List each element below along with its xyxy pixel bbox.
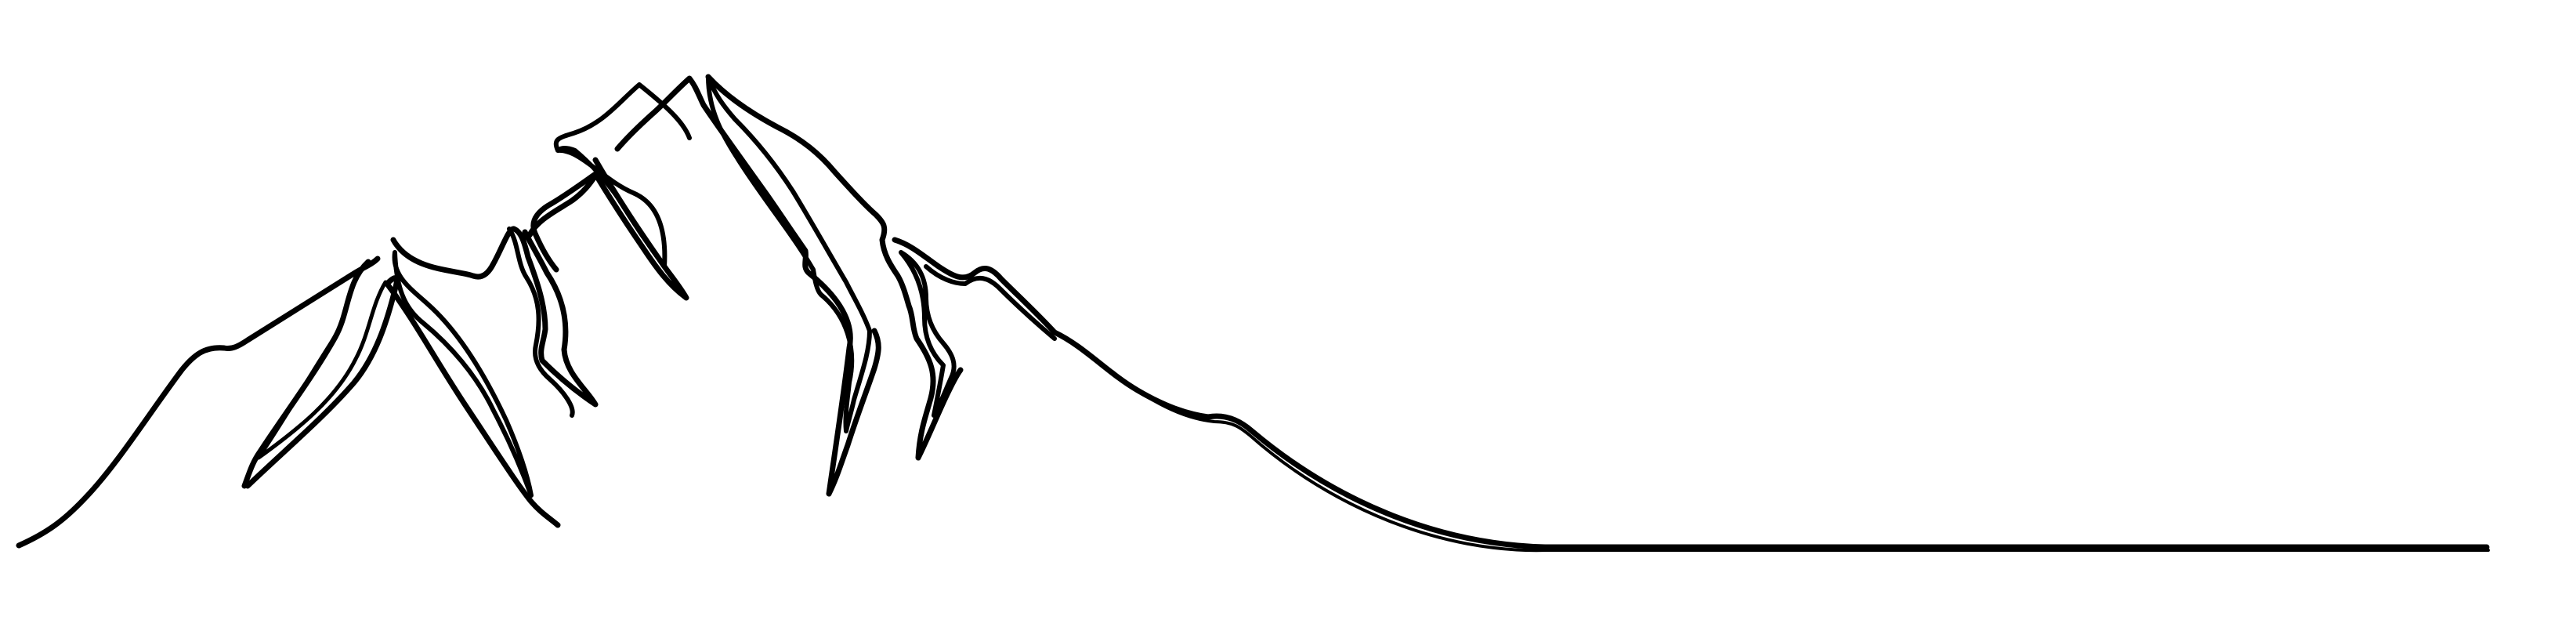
left-peak-inner-line — [256, 272, 388, 460]
central-summit-cap — [705, 74, 964, 461]
central-summit-inner-face — [706, 74, 872, 433]
right-peak-inner-face — [899, 250, 1057, 418]
second-peak-left-slope — [384, 281, 561, 528]
left-foothill-outline — [16, 256, 381, 549]
central-high-summit — [614, 75, 881, 497]
central-left-shoulder — [526, 172, 599, 238]
second-peak-left-spur — [507, 227, 575, 418]
second-peak-inner-face — [392, 250, 534, 498]
second-peak-ridge — [390, 226, 599, 408]
right-slope-and-horizon — [1051, 329, 2490, 550]
central-inner-ridge — [553, 82, 692, 269]
horizon-underline — [1111, 370, 2490, 553]
mountain-outline-group — [16, 74, 2490, 553]
right-peak-outline — [892, 237, 1058, 335]
